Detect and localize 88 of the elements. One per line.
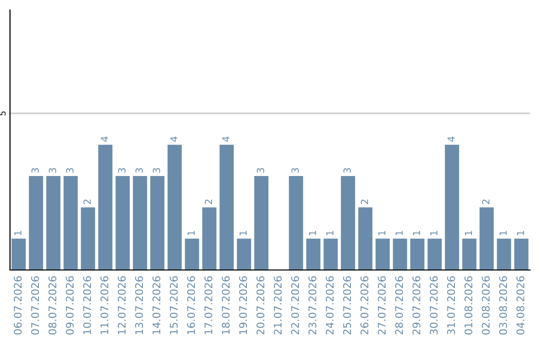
- data-label: 3: [343, 168, 351, 173]
- bar: [150, 176, 164, 270]
- x-tick-label: 04.08.2026: [516, 276, 524, 335]
- x-tick-label: 19.07.2026: [239, 276, 248, 334]
- bar: [254, 176, 268, 270]
- bar: [392, 238, 408, 270]
- bar: [80, 207, 96, 270]
- x-tick-label: 10.07.2026: [83, 276, 92, 334]
- data-label: 1: [464, 230, 472, 236]
- data-label: 2: [204, 200, 212, 204]
- x-tick-label: 07.07.2026: [31, 276, 40, 335]
- data-label: 1: [326, 230, 334, 236]
- x-tick-label: 29.07.2026: [412, 276, 420, 334]
- bar: [410, 238, 424, 270]
- bar: [98, 144, 112, 270]
- data-label: 1: [14, 230, 22, 236]
- data-label: 3: [256, 168, 264, 173]
- data-label: 2: [83, 200, 91, 204]
- data-label: 4: [222, 136, 230, 142]
- x-tick-label: 03.08.2026: [499, 276, 508, 335]
- bar: [64, 176, 78, 270]
- bar: [496, 238, 512, 270]
- bar: [428, 238, 442, 270]
- data-label: 1: [396, 230, 403, 236]
- data-label: 1: [378, 230, 386, 236]
- data-label: 3: [31, 168, 39, 173]
- bar: [28, 176, 44, 270]
- data-label: 1: [308, 230, 316, 236]
- x-tick-label: 14.07.2026: [152, 276, 160, 334]
- data-label: 3: [66, 168, 74, 173]
- data-label: 3: [135, 168, 143, 173]
- data-label: 1: [188, 230, 195, 236]
- data-label: 4: [170, 136, 178, 142]
- bar: [514, 238, 528, 270]
- data-label: 4: [448, 136, 455, 142]
- data-label: 2: [360, 200, 368, 204]
- data-label: 3: [48, 168, 56, 173]
- data-label: 1: [430, 230, 438, 236]
- x-tick-label: 27.07.2026: [378, 276, 386, 334]
- data-label: 1: [240, 230, 247, 236]
- bar: [306, 238, 320, 270]
- bar: [358, 207, 372, 270]
- x-tick-label: 01.08.2026: [464, 276, 472, 335]
- bar: [184, 238, 200, 270]
- x-tick-label: 08.07.2026: [48, 276, 56, 335]
- data-label: 1: [516, 230, 524, 236]
- x-tick-label: 18.07.2026: [222, 276, 230, 334]
- bar: [46, 176, 60, 270]
- x-tick-label: 13.07.2026: [135, 276, 144, 334]
- bar: [220, 144, 234, 270]
- x-tick-label: 26.07.2026: [360, 276, 368, 334]
- bar: [132, 176, 148, 270]
- bar: [444, 144, 460, 270]
- x-tick-label: 15.07.2026: [170, 276, 178, 334]
- x-tick-label: 28.07.2026: [395, 276, 404, 334]
- bar: [376, 238, 390, 270]
- data-label: 1: [500, 230, 507, 236]
- bar: [462, 238, 476, 270]
- data-label: 1: [412, 230, 420, 236]
- x-tick-label: 25.07.2026: [343, 276, 352, 334]
- x-tick-label: 09.07.2026: [66, 276, 74, 335]
- x-tick-label: 30.07.2026: [430, 276, 438, 334]
- x-tick-label: 16.07.2026: [187, 276, 196, 334]
- x-tick-label: 20.07.2026: [256, 276, 264, 334]
- x-tick-label: 22.07.2026: [291, 276, 300, 334]
- bar: [202, 207, 216, 270]
- x-tick-label: 12.07.2026: [118, 276, 126, 334]
- data-label: 3: [291, 168, 299, 173]
- bar: [480, 207, 494, 270]
- bar: [12, 238, 26, 270]
- bar: [324, 238, 338, 270]
- x-tick-label: 21.07.2026: [274, 276, 282, 334]
- bar: [288, 176, 304, 270]
- bar: [236, 238, 252, 270]
- x-tick-label: 02.08.2026: [482, 276, 490, 335]
- x-tick-label: 11.07.2026: [100, 276, 108, 334]
- x-tick-label: 31.07.2026: [447, 276, 456, 334]
- bar: [116, 176, 130, 270]
- bar: [168, 144, 182, 270]
- x-tick-label: 17.07.2026: [204, 276, 212, 334]
- x-tick-label: 24.07.2026: [326, 276, 334, 334]
- data-label: 2: [482, 200, 490, 204]
- data-label: 4: [100, 136, 108, 142]
- data-label: 3: [152, 168, 160, 173]
- x-tick-label: 23.07.2026: [308, 276, 316, 334]
- bar: [340, 176, 356, 270]
- data-label: 3: [118, 168, 126, 173]
- x-tick-label: 06.07.2026: [14, 276, 22, 335]
